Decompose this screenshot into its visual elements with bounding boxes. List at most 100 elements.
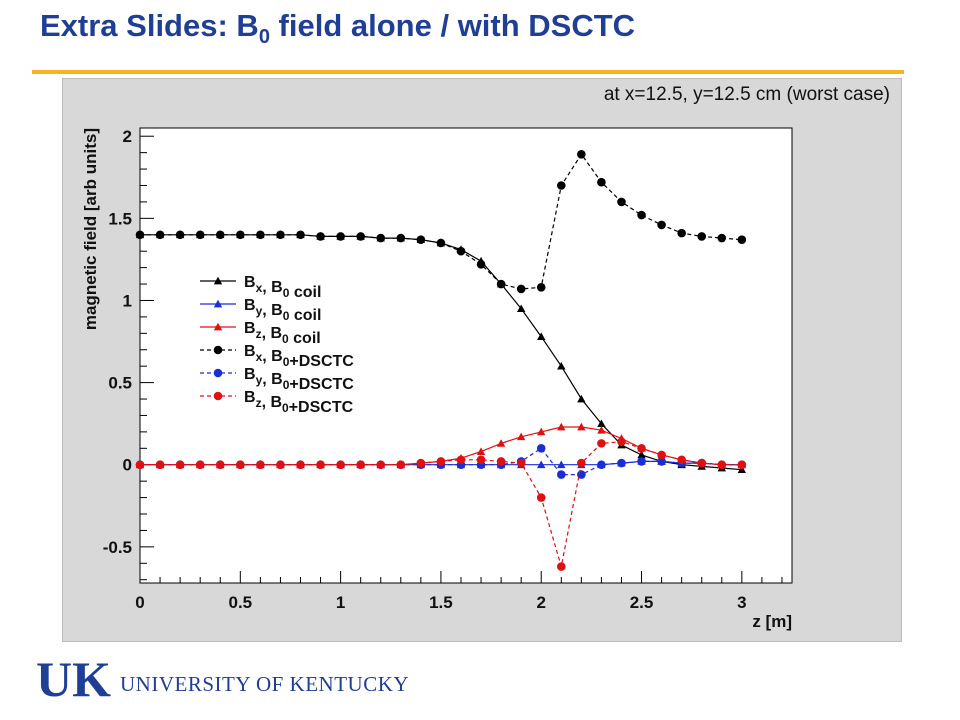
legend-subscript: 0 [283,355,290,369]
y-tick-label: -0.5 [103,538,132,557]
data-point [617,197,626,207]
data-point [476,447,486,455]
data-point [557,422,566,431]
legend-label: Bx, B0+DSCTC [244,343,354,370]
data-point [135,230,145,240]
data-point [376,233,386,243]
data-point [536,493,546,502]
data-point [276,230,285,240]
legend-text-part: +DSCTC [289,376,354,393]
y-tick-label: 1 [123,291,132,310]
legend-text-part: coil [289,307,321,324]
legend-subscript: 0 [282,401,289,415]
data-point [697,232,707,241]
data-point [657,450,666,460]
data-point [556,181,566,190]
legend-subscript: z [256,396,262,410]
data-point [637,457,646,466]
data-point [717,460,727,470]
legend-text-part: , B [262,325,282,342]
legend-text-part: , B [262,279,282,296]
legend-text-part: +DSCTC [289,353,354,370]
legend-subscript: z [256,327,262,341]
data-point [436,238,446,248]
data-point [336,232,345,241]
legend-marker [213,299,223,308]
university-name: UNIVERSITY OF KENTUCKY [120,672,410,696]
legend-subscript: x [256,350,263,364]
legend-text-part: B [244,366,256,383]
legend-marker [213,276,223,285]
legend-label: By, B0+DSCTC [244,366,354,393]
x-tick-label: 3 [737,593,746,612]
data-point [617,458,626,468]
legend-label: By, B0 coil [244,297,321,324]
data-point [657,457,666,466]
data-point [296,460,305,470]
x-tick-label: 2 [536,593,545,612]
data-point [416,235,426,244]
data-point [557,361,566,370]
data-point [556,562,566,571]
data-point [276,460,285,470]
y-tick-label: 0.5 [108,374,132,393]
data-point [657,220,666,230]
legend-subscript: 0 [283,286,290,300]
data-point [537,332,546,340]
x-tick-label: 0 [135,593,144,612]
legend-subscript: 0 [282,332,289,346]
slide-title-suffix: field alone / with DSCTC [269,8,636,43]
legend-marker [213,345,223,355]
data-point [456,455,466,465]
data-point [256,460,265,470]
data-point [336,460,345,470]
data-point [155,230,165,240]
data-point [556,470,566,479]
data-point [637,444,646,453]
data-point [456,246,466,256]
y-tick-label: 0 [123,456,132,475]
data-point [536,444,546,453]
data-point [717,233,727,243]
legend-text-part: B [244,389,256,406]
data-point [516,458,526,468]
data-point [175,230,185,240]
data-point [597,177,606,187]
legend-subscript: x [256,281,263,295]
slide-title-subscript: 0 [258,26,270,49]
data-point [677,228,686,238]
data-point [737,235,747,244]
data-point [256,230,265,240]
data-point [637,210,646,220]
data-point [396,233,406,243]
legend-subscript: y [256,304,263,318]
data-point [577,394,586,403]
data-point [617,437,626,447]
legend-text-part: coil [289,330,321,347]
x-tick-label: 1.5 [429,593,453,612]
data-point [296,230,305,240]
data-point [577,458,586,468]
legend-text-part: B [244,274,256,291]
legend-marker [213,368,223,378]
legend-subscript: 0 [283,378,290,392]
legend-text-part: , B [262,394,282,411]
data-point [637,450,646,459]
data-point [537,460,546,469]
data-point [597,460,606,470]
uk-logo-letters: UK [36,654,111,702]
data-point [597,426,606,434]
legend-text-part: , B [262,348,282,365]
uk-logo-icon: UK [36,654,111,702]
data-point [236,460,245,470]
data-point [316,232,325,241]
data-point [557,460,566,469]
legend-text-part: B [244,343,256,360]
legend-label: Bx, B0 coil [244,274,321,301]
legend-subscript: y [256,373,263,387]
legend-label: Bz, B0 coil [244,320,321,347]
data-point [356,232,365,241]
data-point [536,283,546,292]
data-point [236,230,245,240]
